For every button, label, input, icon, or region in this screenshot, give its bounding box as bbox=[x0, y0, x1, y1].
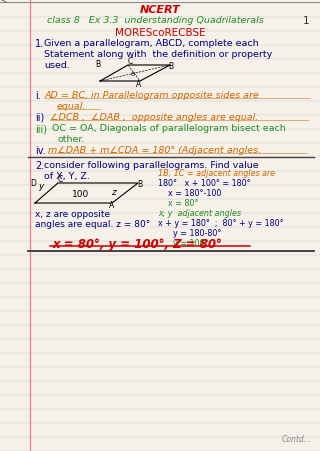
Text: other.: other. bbox=[57, 135, 84, 144]
Text: 1: 1 bbox=[303, 16, 309, 26]
Text: equal.: equal. bbox=[57, 102, 86, 111]
Text: x = 80°, y = 100°, Z = 80°: x = 80°, y = 100°, Z = 80° bbox=[52, 238, 222, 250]
Text: iv.: iv. bbox=[35, 146, 46, 156]
Text: C: C bbox=[128, 57, 133, 66]
Text: A: A bbox=[109, 201, 114, 210]
Text: A: A bbox=[136, 80, 141, 89]
Text: Given a parallelogram, ABCD, complete each: Given a parallelogram, ABCD, complete ea… bbox=[44, 39, 259, 48]
Text: 180°   x + 100° = 180°: 180° x + 100° = 180° bbox=[158, 179, 251, 188]
Text: i.: i. bbox=[35, 91, 41, 101]
Text: B: B bbox=[95, 60, 100, 69]
Text: z: z bbox=[111, 188, 116, 197]
Text: 2.: 2. bbox=[35, 161, 44, 170]
Text: y: y bbox=[38, 182, 44, 191]
Text: C: C bbox=[58, 175, 63, 184]
Text: Contd...: Contd... bbox=[282, 434, 312, 443]
Text: OC = OA, Diagonals of parallelogram bisect each: OC = OA, Diagonals of parallelogram bise… bbox=[52, 124, 286, 133]
Text: class 8   Ex 3.3  understanding Quadrilaterals: class 8 Ex 3.3 understanding Quadrilater… bbox=[47, 16, 263, 25]
Text: o: o bbox=[131, 71, 135, 77]
Text: B: B bbox=[168, 62, 173, 71]
Text: 1B, 1C = adjacent angles are: 1B, 1C = adjacent angles are bbox=[158, 169, 275, 178]
Text: Statement along with  the definition or property: Statement along with the definition or p… bbox=[44, 50, 272, 59]
Text: x, y  adjacent angles: x, y adjacent angles bbox=[158, 208, 241, 217]
Text: AD = BC, in Parallelogram opposite sides are: AD = BC, in Parallelogram opposite sides… bbox=[44, 91, 259, 100]
Text: B: B bbox=[137, 179, 142, 189]
Text: 1.: 1. bbox=[35, 39, 44, 49]
Text: x + y = 180°  ;  80° + y = 180°: x + y = 180° ; 80° + y = 180° bbox=[158, 219, 284, 227]
Text: ∠DCB ,  ∠DAB ,  opposite angles are equal.: ∠DCB , ∠DAB , opposite angles are equal. bbox=[50, 113, 258, 122]
Text: iii): iii) bbox=[35, 124, 47, 133]
Text: x = 180°-100: x = 180°-100 bbox=[168, 189, 221, 198]
Text: y = 100°: y = 100° bbox=[173, 239, 209, 248]
Text: 100: 100 bbox=[72, 189, 89, 198]
Text: consider following parallelograms. Find value: consider following parallelograms. Find … bbox=[44, 161, 259, 170]
Text: ii): ii) bbox=[35, 113, 44, 123]
Text: of X, Y, Z.: of X, Y, Z. bbox=[44, 172, 90, 180]
Text: x, z are opposite: x, z are opposite bbox=[35, 210, 110, 219]
Text: NCERT: NCERT bbox=[140, 5, 180, 15]
Text: m∠DAB + m∠CDA = 180° (Adjacent angles.: m∠DAB + m∠CDA = 180° (Adjacent angles. bbox=[48, 146, 261, 155]
Text: used.: used. bbox=[44, 61, 70, 70]
Text: D: D bbox=[30, 179, 36, 188]
Text: x = 80°: x = 80° bbox=[168, 198, 198, 207]
Text: y = 180-80°: y = 180-80° bbox=[173, 229, 221, 238]
Text: angles are equal. z = 80°: angles are equal. z = 80° bbox=[35, 220, 150, 229]
Text: MOREScoRECBSE: MOREScoRECBSE bbox=[115, 28, 205, 38]
